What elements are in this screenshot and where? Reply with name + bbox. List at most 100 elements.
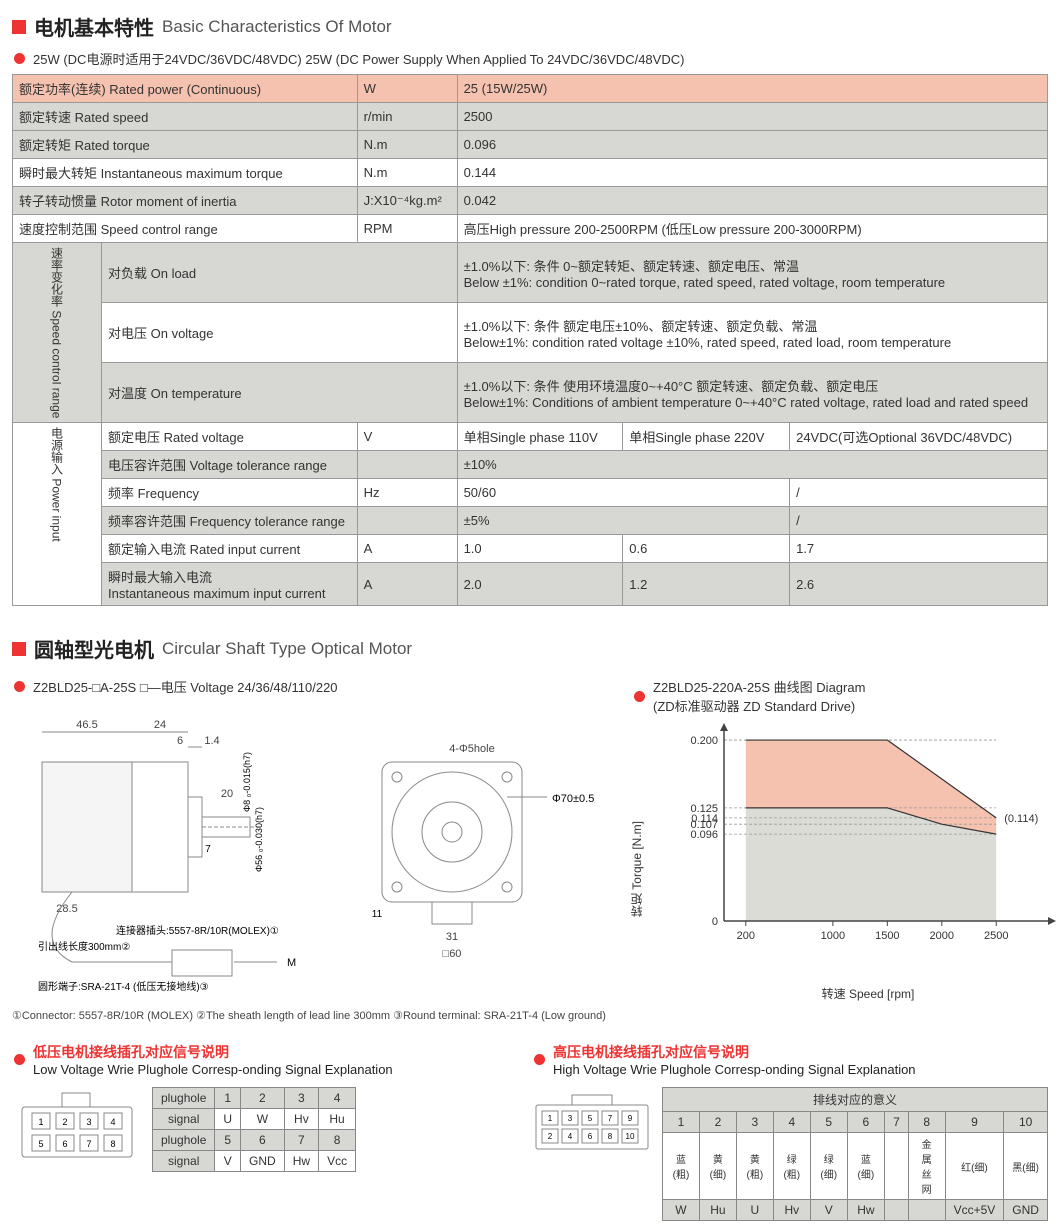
chart-xlabel: 转速 Speed [rpm] [632,985,1058,1002]
pin-col: 6 [847,1112,884,1133]
svg-text:4: 4 [110,1117,115,1127]
section1-sub-text: 25W (DC电源时适用于24VDC/36VDC/48VDC) 25W (DC … [33,49,684,68]
pr-v3: / [790,507,1048,535]
pr-v1: 1.0 [457,535,623,563]
pin-cell: 绿(粗) [773,1133,810,1200]
spec-val: 2500 [457,103,1047,131]
pin-cell: 红(细) [945,1133,1004,1200]
low-title-cn: 低压电机接线插孔对应信号说明 [33,1042,393,1062]
spec-table: 额定功率(连续) Rated power (Continuous) W 25 (… [12,74,1048,606]
pin-col: 2 [699,1112,736,1133]
pin-cell: 绿(细) [810,1133,847,1200]
pr-v1: 单相Single phase 110V [457,423,623,451]
svg-text:0.125: 0.125 [690,803,718,815]
section2-title-cn: 圆轴型光电机 [34,634,154,663]
dim-e: 20 [221,788,233,800]
pr-v1: 2.0 [457,563,623,606]
pin-cell: Hu [699,1200,736,1221]
svg-text:3: 3 [568,1114,573,1123]
chart-header: Z2BLD25-220A-25S 曲线图 Diagram (ZD标准驱动器 ZD… [632,677,1058,715]
red-dot-icon [14,681,25,692]
pin-cell: 蓝(细) [847,1133,884,1200]
pin-cell: signal [153,1109,215,1130]
spec-label: 速度控制范围 Speed control range [13,215,358,243]
pin-cell: 金属丝网 [908,1133,945,1200]
section1-header: 电机基本特性 Basic Characteristics Of Motor [12,12,1048,41]
pin-cell: Vcc+5V [945,1200,1004,1221]
pin-cell: Vcc [319,1151,356,1172]
dim-shaft: Φ8 ₀‐0.015(h7) [242,752,252,812]
pr-v12: ±5% [457,507,790,535]
pin-col: 8 [908,1112,945,1133]
svg-text:9: 9 [628,1114,633,1123]
conn-label: 连接器插头:5557-8R/10R(MOLEX)① [116,924,279,937]
pin-col: 1 [663,1112,700,1133]
svg-text:8: 8 [608,1132,613,1141]
pin-cell: Hu [319,1109,356,1130]
spec-unit: RPM [357,215,457,243]
svg-text:1000: 1000 [821,930,845,942]
pin-cell: GND [1004,1200,1048,1221]
svg-text:1: 1 [38,1117,43,1127]
dim-bolt: 31 [446,931,458,943]
footnotes: ①Connector: 5557-8R/10R (MOLEX) ②The she… [12,1009,612,1022]
dim-b: 24 [154,719,166,731]
pin-cell [885,1133,909,1200]
pin-cell: GND [241,1151,285,1172]
low-title-en: Low Voltage Wrie Plughole Corresp-onding… [33,1062,393,1077]
svg-text:2: 2 [62,1117,67,1127]
svg-text:2000: 2000 [930,930,954,942]
pin-cell: U [215,1109,241,1130]
pin-cell: 3 [284,1088,318,1109]
dim-flange: Φ56 ₀‐0.030(h7) [254,807,264,872]
svg-text:1: 1 [548,1114,553,1123]
spec-label: 额定转速 Rated speed [13,103,358,131]
red-dot-icon [14,53,25,64]
chart-title2: (ZD标准驱动器 ZD Standard Drive) [653,696,865,715]
low-connector-icon: 12345678 [12,1087,142,1167]
section1-title-en: Basic Characteristics Of Motor [162,17,392,37]
pr-label: 电压容许范围 Voltage tolerance range [102,451,358,479]
pr-label: 频率容许范围 Frequency tolerance range [102,507,358,535]
chart-title1: Z2BLD25-220A-25S 曲线图 Diagram [653,677,865,696]
pin-cell: 黑(细) [1004,1133,1048,1200]
svg-text:6: 6 [588,1132,593,1141]
pin-col: 4 [773,1112,810,1133]
lead-label: 引出线长度300mm② [38,940,130,953]
spec-val: 0.144 [457,159,1047,187]
speed-cond-1: 对电压 On voltage [102,303,458,363]
pr-label: 瞬时最大输入电流 Instantaneous maximum input cur… [102,563,358,606]
dim-f: 28.5 [56,903,77,915]
low-header: 低压电机接线插孔对应信号说明 Low Voltage Wrie Plughole… [12,1042,512,1077]
model-line: Z2BLD25-□A-25S □—电压 Voltage 24/36/48/110… [12,677,612,696]
svg-text:1500: 1500 [875,930,899,942]
svg-text:0.200: 0.200 [690,735,718,747]
spec-val: 0.042 [457,187,1047,215]
pin-cell [885,1200,909,1221]
dim-depth: 11 [372,909,383,920]
speed-cond-0: 对负载 On load [102,243,458,303]
spec-val: 0.096 [457,131,1047,159]
pr-label: 额定电压 Rated voltage [102,423,358,451]
pin-cell: 1 [215,1088,241,1109]
pin-cell: Hw [284,1151,318,1172]
svg-text:0: 0 [712,916,718,928]
red-dot-icon [534,1054,545,1065]
pin-cell: 黄(细) [699,1133,736,1200]
svg-text:10: 10 [626,1132,635,1141]
speed-cond-2: 对温度 On temperature [102,363,458,423]
pin-cell: 黄(粗) [736,1133,773,1200]
section2-header: 圆轴型光电机 Circular Shaft Type Optical Motor [12,634,1048,663]
spec-label: 瞬时最大转矩 Instantaneous maximum torque [13,159,358,187]
dim-hole: 4-Φ5hole [449,743,494,755]
pr-v2: 1.2 [623,563,790,606]
svg-text:4: 4 [568,1132,573,1141]
torque-chart: 转矩 Torque [N.m] 00.0960.1070.1140.1250.2… [632,721,1058,981]
pr-v12: 50/60 [457,479,790,507]
svg-text:(0.114): (0.114) [1004,813,1038,825]
dim-d: 1.4 [204,735,219,747]
section2-title-en: Circular Shaft Type Optical Motor [162,639,412,659]
pr-unit: V [357,423,457,451]
spec-unit: N.m [357,159,457,187]
red-dot-icon [634,691,645,702]
